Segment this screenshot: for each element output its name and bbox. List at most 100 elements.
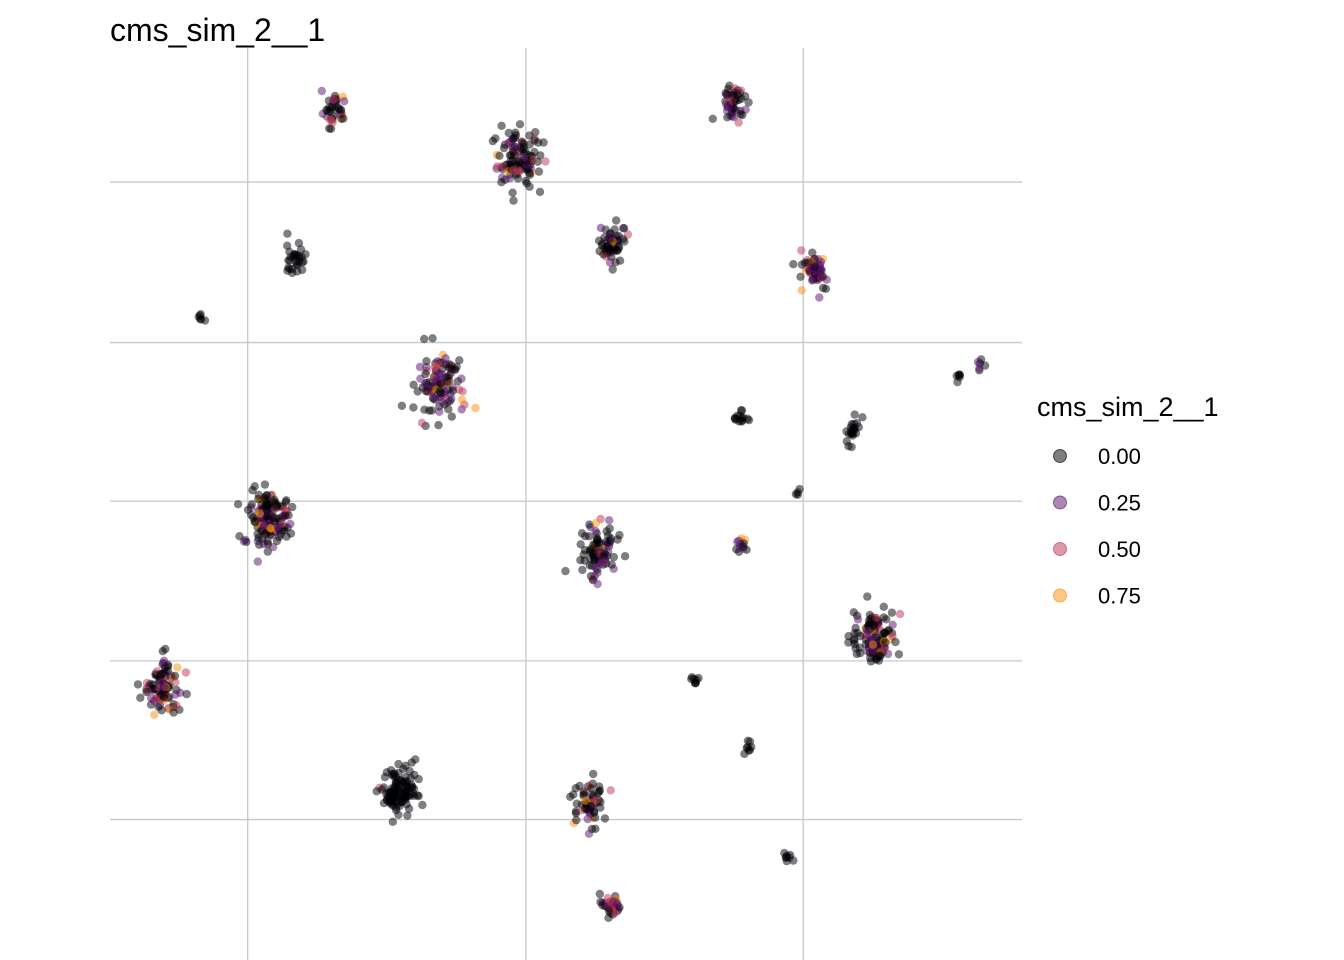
- data-point: [159, 692, 169, 702]
- point-cluster-15: [732, 534, 751, 556]
- data-point: [738, 110, 747, 120]
- point-cluster-13: [233, 480, 297, 566]
- data-point: [807, 276, 817, 285]
- data-point: [879, 629, 889, 638]
- data-point: [609, 552, 618, 562]
- data-point: [413, 387, 422, 396]
- data-point: [589, 769, 598, 779]
- data-point: [591, 824, 600, 833]
- data-point: [847, 442, 856, 452]
- point-cluster-4: [594, 216, 633, 274]
- data-point: [517, 138, 527, 147]
- data-point: [409, 403, 418, 412]
- data-point: [447, 412, 456, 421]
- data-point: [428, 334, 437, 343]
- data-point: [200, 316, 210, 325]
- data-point: [602, 527, 611, 536]
- data-point: [133, 680, 143, 689]
- data-point: [159, 656, 169, 665]
- data-point: [340, 97, 349, 106]
- data-point: [326, 104, 335, 114]
- data-point: [262, 506, 272, 515]
- data-point: [734, 118, 743, 127]
- data-point: [505, 151, 515, 160]
- data-point: [975, 364, 984, 373]
- data-point: [592, 795, 601, 805]
- legend-swatch-3: [1053, 588, 1067, 603]
- data-point: [142, 687, 151, 697]
- data-point: [605, 516, 614, 525]
- data-point: [607, 560, 616, 569]
- data-point: [173, 663, 182, 672]
- data-point: [853, 615, 863, 624]
- point-cluster-18: [687, 673, 703, 688]
- data-point: [182, 689, 191, 699]
- data-point: [593, 788, 603, 798]
- data-point: [408, 782, 417, 792]
- data-point: [443, 377, 452, 386]
- data-point: [329, 95, 338, 104]
- data-point: [253, 557, 262, 566]
- data-point: [593, 579, 602, 589]
- data-point: [789, 260, 798, 269]
- data-point: [286, 519, 295, 529]
- data-point: [254, 533, 263, 542]
- data-point: [427, 406, 437, 415]
- point-cluster-20: [740, 736, 756, 759]
- data-point: [149, 680, 158, 689]
- data-point: [435, 407, 444, 416]
- data-point: [708, 114, 717, 124]
- data-point: [591, 563, 600, 572]
- data-point: [170, 671, 180, 681]
- data-point: [235, 532, 244, 541]
- data-point: [243, 505, 253, 515]
- data-point: [415, 362, 425, 372]
- data-point: [397, 401, 407, 410]
- data-point: [605, 897, 615, 906]
- data-point: [875, 652, 884, 661]
- data-point: [743, 736, 753, 745]
- data-point: [608, 265, 617, 274]
- data-point: [422, 363, 431, 372]
- data-point: [171, 678, 180, 687]
- data-point: [436, 379, 446, 388]
- data-point: [844, 638, 853, 647]
- data-point: [525, 131, 534, 140]
- data-point: [405, 767, 414, 776]
- data-point: [793, 488, 802, 497]
- data-point: [534, 167, 544, 176]
- data-point: [272, 536, 282, 546]
- data-point: [782, 853, 791, 862]
- data-point: [895, 609, 905, 619]
- data-point: [528, 155, 538, 164]
- data-point: [541, 157, 550, 166]
- data-point: [409, 380, 418, 389]
- data-point: [262, 491, 272, 500]
- data-point: [420, 334, 429, 344]
- legend-swatch-0: [1053, 449, 1067, 463]
- data-point: [858, 413, 867, 422]
- data-point: [620, 237, 629, 246]
- point-cluster-23: [595, 889, 624, 922]
- data-point: [863, 592, 872, 601]
- data-point: [515, 120, 525, 129]
- data-point: [973, 357, 983, 367]
- data-point: [499, 143, 509, 153]
- data-point: [508, 188, 517, 197]
- point-cluster-14: [561, 514, 630, 589]
- point-cluster-17: [133, 644, 191, 719]
- data-point: [863, 626, 872, 635]
- data-point: [250, 518, 260, 527]
- data-point: [434, 420, 443, 430]
- data-point: [578, 565, 587, 575]
- data-point: [471, 403, 480, 413]
- data-point: [592, 534, 602, 543]
- data-point: [285, 264, 294, 273]
- data-point: [402, 792, 411, 801]
- data-point: [585, 520, 594, 529]
- data-point: [497, 121, 506, 130]
- point-cluster-8: [730, 406, 754, 426]
- legend: cms_sim_2__1 0.00 0.25 0.50 0.75: [1037, 392, 1219, 609]
- data-point: [257, 500, 266, 510]
- data-point: [535, 187, 545, 197]
